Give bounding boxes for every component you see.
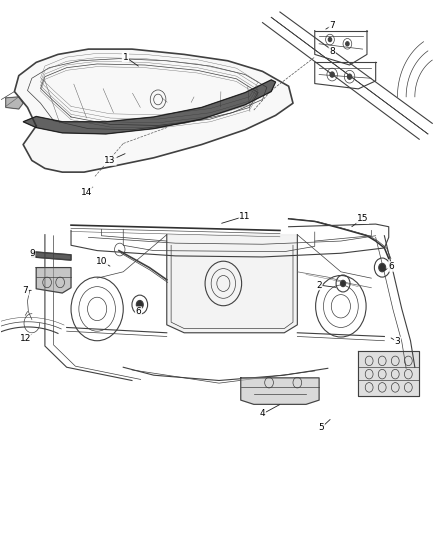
Circle shape bbox=[346, 42, 349, 46]
Text: 6: 6 bbox=[388, 262, 394, 271]
Text: 9: 9 bbox=[29, 249, 35, 258]
Text: 3: 3 bbox=[395, 337, 400, 346]
Text: 5: 5 bbox=[318, 423, 324, 432]
Text: 7: 7 bbox=[329, 21, 335, 30]
Circle shape bbox=[347, 74, 352, 79]
Text: 11: 11 bbox=[239, 212, 251, 221]
Text: 6: 6 bbox=[136, 307, 141, 316]
Text: 13: 13 bbox=[104, 156, 116, 165]
Circle shape bbox=[136, 301, 143, 309]
Polygon shape bbox=[167, 235, 297, 333]
Text: 2: 2 bbox=[316, 280, 322, 289]
Text: 1: 1 bbox=[123, 53, 128, 62]
Polygon shape bbox=[23, 80, 276, 134]
Circle shape bbox=[379, 263, 386, 272]
Polygon shape bbox=[241, 378, 319, 405]
Polygon shape bbox=[6, 97, 23, 109]
Text: 8: 8 bbox=[329, 47, 335, 56]
Text: 14: 14 bbox=[81, 188, 92, 197]
Text: 4: 4 bbox=[260, 409, 265, 418]
Circle shape bbox=[340, 280, 346, 287]
Text: 15: 15 bbox=[357, 214, 368, 223]
Polygon shape bbox=[36, 268, 71, 293]
Text: 10: 10 bbox=[96, 257, 107, 265]
Polygon shape bbox=[358, 351, 419, 397]
Circle shape bbox=[330, 72, 334, 77]
Text: 7: 7 bbox=[22, 286, 28, 295]
Polygon shape bbox=[14, 49, 293, 172]
Text: 12: 12 bbox=[20, 334, 31, 343]
Polygon shape bbox=[32, 252, 71, 260]
Circle shape bbox=[328, 37, 332, 42]
